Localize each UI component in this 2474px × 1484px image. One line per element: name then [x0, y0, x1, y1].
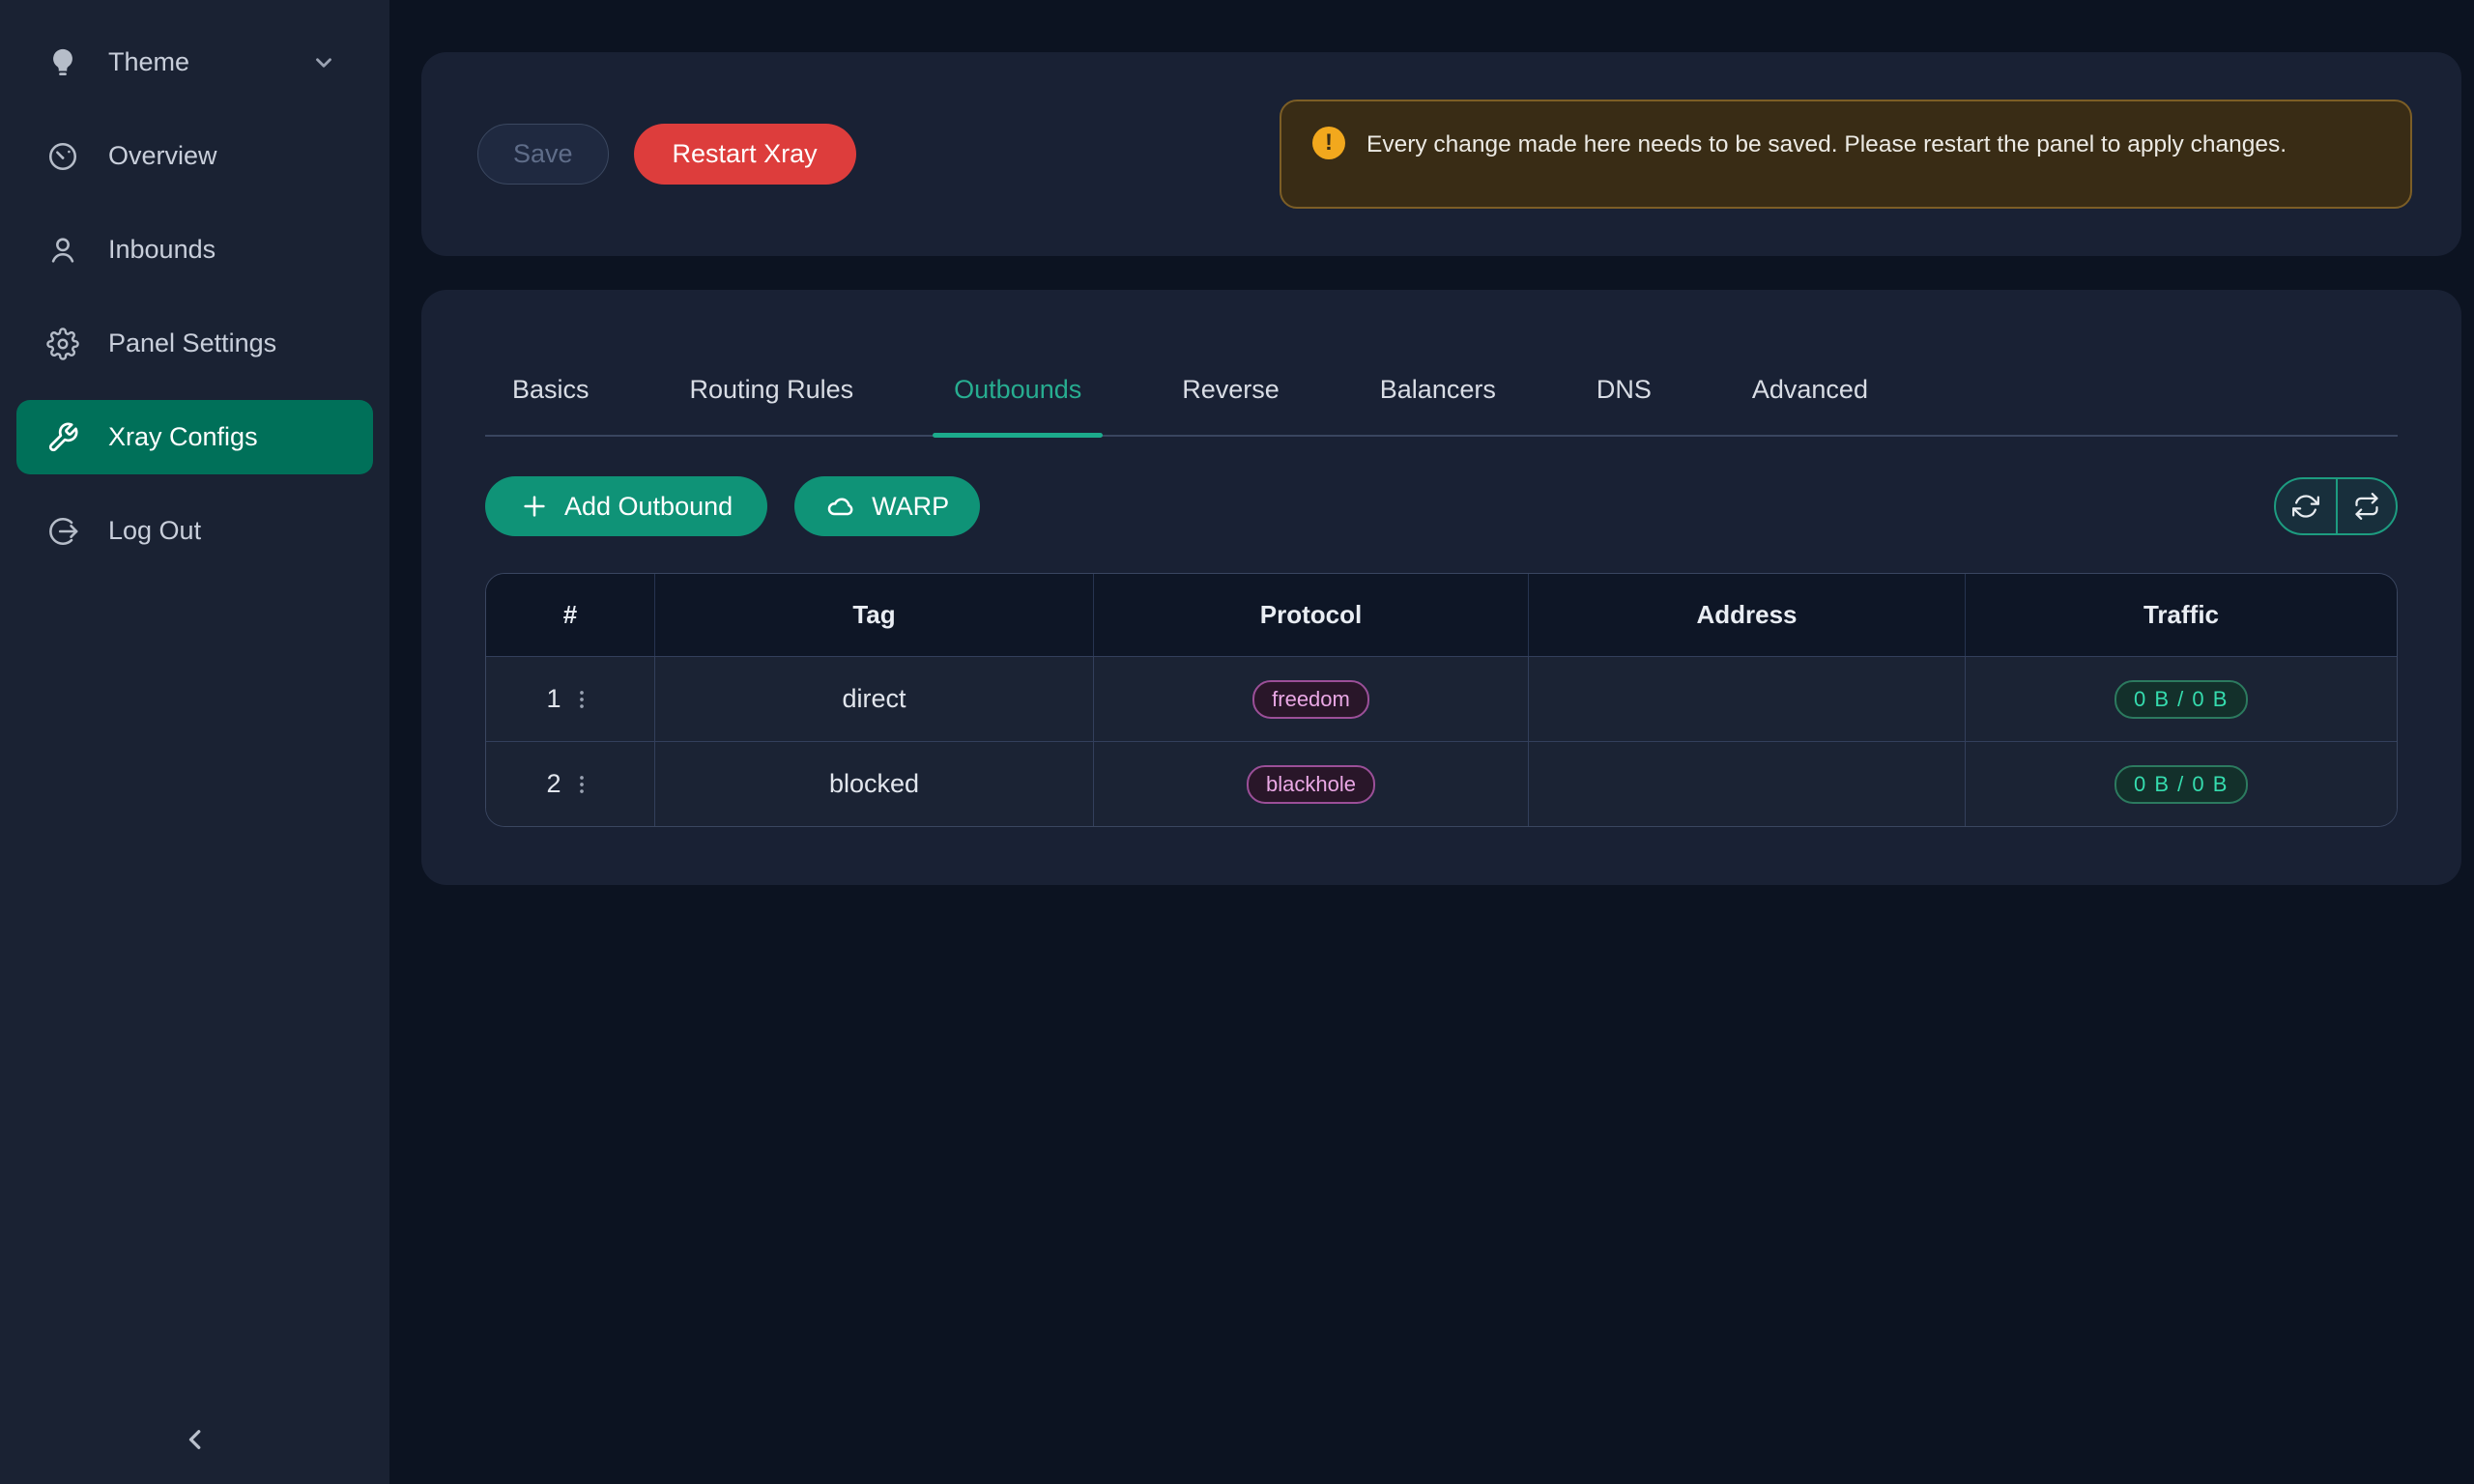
tag-cell: blocked — [654, 742, 1093, 826]
tab-reverse[interactable]: Reverse — [1182, 375, 1280, 404]
add-outbound-button[interactable]: Add Outbound — [485, 476, 768, 536]
refresh-button[interactable] — [2276, 479, 2336, 533]
sidebar-item-overview[interactable]: Overview — [16, 119, 373, 193]
column-header-index: # — [562, 600, 578, 629]
table-row: 1 direct freedom 0 B / 0 B — [486, 656, 2397, 741]
sidebar-item-label: Overview — [108, 141, 217, 170]
sidebar-item-label: Inbounds — [108, 235, 216, 264]
column-header-traffic: Traffic — [1965, 574, 2397, 656]
tab-basics[interactable]: Basics — [512, 375, 590, 404]
logout-icon — [16, 515, 108, 548]
sidebar-collapse-button[interactable] — [172, 1416, 218, 1463]
traffic-badge: 0 B / 0 B — [2114, 764, 2248, 804]
toolbar-card: Save Restart Xray ! Every change made he… — [421, 52, 2461, 256]
tag-cell: direct — [654, 657, 1093, 741]
sidebar-item-log-out[interactable]: Log Out — [16, 494, 373, 568]
sidebar-item-inbounds[interactable]: Inbounds — [16, 213, 373, 287]
sidebar-item-theme[interactable]: Theme — [16, 25, 373, 100]
warning-icon: ! — [1312, 127, 1345, 159]
address-cell — [1528, 742, 1965, 826]
sidebar: Theme Overview — [0, 0, 389, 1484]
restart-xray-button[interactable]: Restart Xray — [633, 124, 856, 185]
tab-dns[interactable]: DNS — [1596, 375, 1652, 404]
bulb-icon — [16, 46, 108, 79]
column-header-address: Address — [1528, 574, 1965, 656]
repeat-icon — [2353, 493, 2380, 520]
traffic-badge: 0 B / 0 B — [2114, 679, 2248, 719]
row-menu-kebab-icon[interactable] — [569, 687, 594, 712]
gear-icon — [16, 327, 108, 360]
sidebar-item-label: Xray Configs — [108, 422, 258, 451]
outbounds-table: # Tag Protocol Address Traffic 1 — [485, 573, 2398, 827]
tab-advanced[interactable]: Advanced — [1751, 375, 1868, 404]
tab-outbounds[interactable]: Outbounds — [933, 375, 1104, 438]
sidebar-item-label: Theme — [108, 47, 190, 76]
sidebar-item-xray-configs[interactable]: Xray Configs — [16, 400, 373, 474]
tab-routing-rules[interactable]: Routing Rules — [689, 375, 854, 404]
address-cell — [1528, 657, 1965, 741]
sidebar-menu: Theme Overview — [0, 0, 389, 568]
cloud-icon — [825, 491, 856, 522]
plus-icon — [520, 492, 549, 521]
outbounds-actions-row: Add Outbound WARP — [485, 476, 2398, 536]
sidebar-item-panel-settings[interactable]: Panel Settings — [16, 306, 373, 381]
refresh-button-group — [2274, 477, 2398, 535]
protocol-badge: freedom — [1252, 679, 1369, 719]
add-outbound-label: Add Outbound — [564, 491, 734, 521]
gauge-icon — [16, 140, 108, 173]
row-number: 1 — [546, 684, 561, 713]
wrench-icon — [16, 421, 108, 454]
sidebar-item-label: Panel Settings — [108, 328, 277, 357]
repeat-button[interactable] — [2336, 479, 2396, 533]
column-header-tag: Tag — [654, 574, 1093, 656]
warning-alert-text: Every change made here needs to be saved… — [1366, 131, 2287, 157]
config-tabs: Basics Routing Rules Outbounds Reverse B… — [485, 290, 2398, 438]
chevron-left-icon — [178, 1422, 213, 1457]
warp-label: WARP — [872, 491, 950, 521]
refresh-icon — [2292, 493, 2319, 520]
row-number: 2 — [546, 769, 561, 798]
column-header-protocol: Protocol — [1093, 574, 1528, 656]
warning-alert: ! Every change made here needs to be sav… — [1280, 100, 2412, 209]
row-menu-kebab-icon[interactable] — [569, 772, 594, 797]
save-button[interactable]: Save — [477, 124, 609, 185]
xray-config-card: Basics Routing Rules Outbounds Reverse B… — [421, 290, 2461, 885]
table-header-row: # Tag Protocol Address Traffic — [486, 574, 2397, 656]
user-icon — [16, 234, 108, 267]
sidebar-item-label: Log Out — [108, 516, 202, 545]
chevron-down-icon — [311, 50, 336, 75]
tab-balancers[interactable]: Balancers — [1379, 375, 1496, 404]
main-content: Save Restart Xray ! Every change made he… — [389, 0, 2474, 1484]
protocol-badge: blackhole — [1247, 764, 1375, 804]
warp-button[interactable]: WARP — [794, 476, 981, 536]
table-row: 2 blocked blackhole 0 B / 0 B — [486, 741, 2397, 826]
